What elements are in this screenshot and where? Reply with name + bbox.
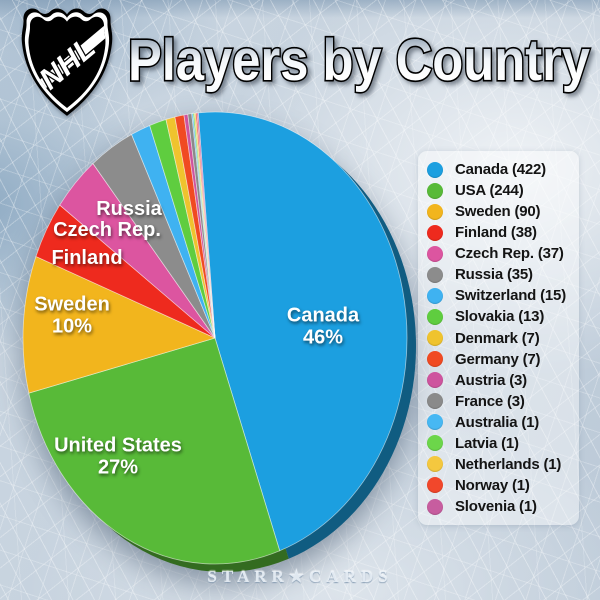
- legend-label: Finland (38): [455, 224, 537, 242]
- legend-color-dot: [427, 393, 443, 410]
- legend-label: France (3): [455, 392, 525, 410]
- legend-item: USA (244): [427, 182, 575, 199]
- pie-label-united-states: United States 27%: [54, 434, 182, 478]
- legend-item: Sweden (90): [427, 203, 575, 220]
- legend-color-dot: [427, 245, 443, 262]
- pie-label-russia: Russia: [96, 198, 162, 221]
- legend-label: Slovakia (13): [455, 308, 545, 326]
- legend-items: Canada (422) USA (244) Sweden (90) Finland …: [418, 151, 579, 525]
- legend-color-dot: [427, 182, 443, 199]
- legend-color-dot: [427, 456, 443, 473]
- legend-label: Germany (7): [455, 350, 541, 368]
- legend-color-dot: [427, 372, 443, 389]
- legend-label: Latvia (1): [455, 434, 519, 452]
- legend-item: Switzerland (15): [427, 287, 575, 304]
- legend-color-dot: [427, 203, 443, 220]
- legend-label: Slovenia (1): [455, 498, 537, 515]
- legend-color-dot: [427, 224, 443, 241]
- title-banner: Players by Country: [126, 26, 591, 94]
- legend-item: Austria (3): [427, 372, 575, 389]
- pie-label-sweden: Sweden 10%: [34, 293, 110, 337]
- legend-label: Denmark (7): [455, 329, 540, 347]
- pie-slice-slovenia: [196, 112, 216, 339]
- pie-slice-sweden: [22, 255, 217, 394]
- legend-item: Czech Rep. (37): [427, 245, 575, 262]
- legend-color-dot: [427, 477, 443, 494]
- pie-label-finland: Finland: [51, 247, 123, 270]
- legend-item: Slovenia (1): [427, 498, 575, 515]
- legend-item: Netherlands (1): [427, 456, 575, 473]
- legend-label: USA (244): [455, 182, 524, 200]
- legend-color-dot: [427, 330, 443, 346]
- legend-color-dot: [427, 414, 443, 431]
- page-title: Players by Country: [128, 28, 590, 93]
- legend-item: Norway (1): [427, 477, 575, 494]
- legend-item: Denmark (7): [427, 330, 575, 347]
- pie-label-czech-rep: Czech Rep.: [53, 219, 161, 242]
- legend-item: Russia (35): [427, 266, 575, 283]
- legend-label: Austria (3): [455, 371, 527, 389]
- legend-color-dot: [427, 266, 443, 283]
- pie-slice-usa: [28, 337, 281, 565]
- legend-label: Netherlands (1): [455, 455, 562, 473]
- legend-label: Czech Rep. (37): [455, 245, 564, 263]
- legend-label: Sweden (90): [455, 203, 541, 221]
- legend-color-dot: [427, 161, 443, 178]
- legend-item: France (3): [427, 393, 575, 410]
- legend-label: Russia (35): [455, 266, 533, 284]
- legend-color-dot: [427, 435, 443, 452]
- legend-label: Canada (422): [455, 161, 546, 178]
- legend-item: Australia (1): [427, 414, 575, 431]
- legend-label: Switzerland (15): [455, 287, 566, 305]
- pie-label-canada: Canada 46%: [286, 304, 360, 348]
- legend-color-dot: [427, 287, 443, 304]
- legend-item: Germany (7): [427, 351, 575, 368]
- legend-label: Norway (1): [455, 476, 530, 494]
- legend-item: Finland (38): [427, 224, 575, 241]
- legend-item: Canada (422): [427, 161, 575, 178]
- legend-panel: Canada (422) USA (244) Sweden (90) Finland …: [418, 151, 579, 525]
- legend-color-dot: [427, 498, 443, 515]
- legend-label: Australia (1): [455, 413, 540, 431]
- pie-slice-canada: [197, 111, 408, 552]
- legend-item: Latvia (1): [427, 435, 575, 452]
- legend-color-dot: [427, 308, 443, 325]
- legend-item: Slovakia (13): [427, 308, 575, 325]
- legend-color-dot: [427, 351, 443, 368]
- watermark: STARR★CARDS: [207, 567, 393, 586]
- nhl-shield-logo: NHL: [21, 8, 113, 116]
